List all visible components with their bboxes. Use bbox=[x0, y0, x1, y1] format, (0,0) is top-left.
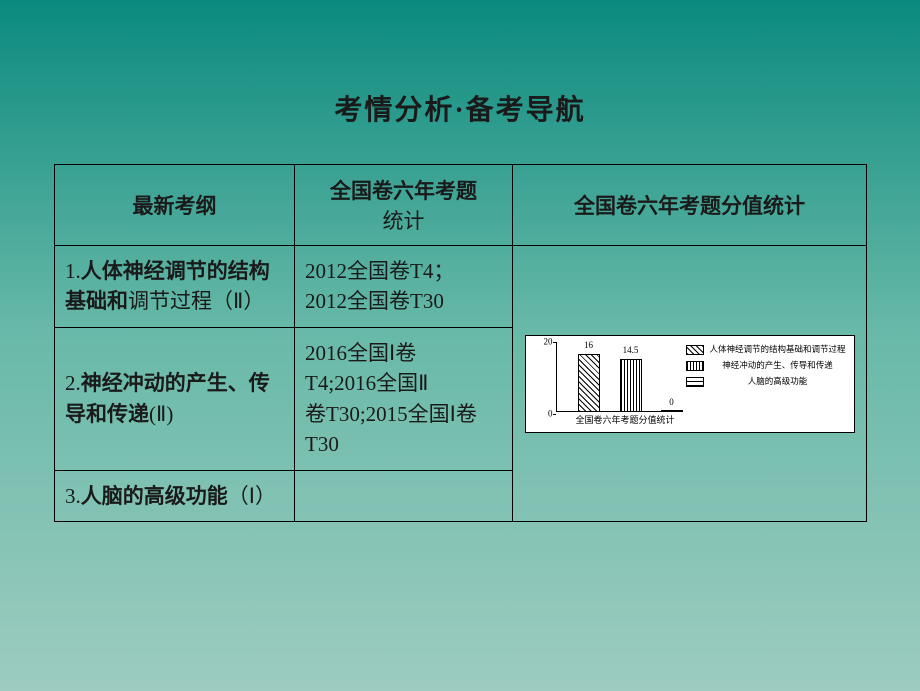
legend-swatch bbox=[686, 345, 704, 355]
chart-bar-label: 14.5 bbox=[623, 344, 639, 357]
legend-text: 人体神经调节的结构基础和调节过程 bbox=[708, 344, 848, 355]
cell-syllabus-1: 1.人体神经调节的结构基础和调节过程（Ⅱ） bbox=[55, 246, 295, 328]
header-col1: 最新考纲 bbox=[55, 165, 295, 246]
syllabus-prefix: 3. bbox=[65, 484, 81, 508]
header-col3: 全国卷六年考题分值统计 bbox=[513, 165, 867, 246]
syllabus-bold: 人脑的高级功能 bbox=[81, 484, 228, 508]
chart-bar bbox=[661, 410, 683, 412]
syllabus-prefix: 2. bbox=[65, 371, 81, 395]
syllabus-rest: （Ⅰ） bbox=[228, 484, 276, 508]
ytick-label: 0 bbox=[539, 407, 553, 420]
cell-stats-1: 2012全国卷T4； 2012全国卷T30 bbox=[295, 246, 513, 328]
chart-bar bbox=[578, 354, 600, 412]
legend-text: 神经冲动的产生、传导和传递 bbox=[708, 360, 848, 371]
stats-line: 2012全国卷T4； bbox=[305, 259, 454, 283]
cell-chart: 0 20 16 14.5 0 全国卷六年考题分值统计 bbox=[513, 246, 867, 522]
ytick-mark bbox=[553, 342, 556, 343]
syllabus-rest: (Ⅱ) bbox=[149, 402, 173, 426]
legend-swatch bbox=[686, 377, 704, 387]
stats-line: 卷T30;2015全国Ⅰ卷T30 bbox=[305, 402, 477, 456]
cell-stats-2: 2016全国Ⅰ卷 T4;2016全国Ⅱ 卷T30;2015全国Ⅰ卷T30 bbox=[295, 327, 513, 470]
table-row: 1.人体神经调节的结构基础和调节过程（Ⅱ） 2012全国卷T4； 2012全国卷… bbox=[55, 246, 867, 328]
chart-y-axis bbox=[556, 342, 557, 412]
header-col2: 全国卷六年考题 统计 bbox=[295, 165, 513, 246]
syllabus-table-wrap: 最新考纲 全国卷六年考题 统计 全国卷六年考题分值统计 1.人体神经调节的结构基… bbox=[54, 164, 866, 522]
header-col2-line2: 统计 bbox=[383, 209, 425, 233]
cell-syllabus-2: 2.神经冲动的产生、传导和传递(Ⅱ) bbox=[55, 327, 295, 470]
page-title: 考情分析·备考导航 bbox=[0, 88, 920, 128]
stats-line: T4;2016全国Ⅱ bbox=[305, 371, 429, 395]
score-bar-chart: 0 20 16 14.5 0 全国卷六年考题分值统计 bbox=[525, 335, 855, 433]
cell-syllabus-3: 3.人脑的高级功能（Ⅰ） bbox=[55, 470, 295, 521]
table-header-row: 最新考纲 全国卷六年考题 统计 全国卷六年考题分值统计 bbox=[55, 165, 867, 246]
legend-text: 人脑的高级功能 bbox=[708, 376, 848, 387]
ytick-label: 20 bbox=[539, 335, 553, 348]
legend-row: 人体神经调节的结构基础和调节过程 bbox=[686, 344, 848, 355]
stats-line: 2012全国卷T30 bbox=[305, 289, 444, 313]
legend-row: 人脑的高级功能 bbox=[686, 376, 848, 387]
stats-line: 2016全国Ⅰ卷 bbox=[305, 341, 416, 365]
syllabus-prefix: 1. bbox=[65, 259, 81, 283]
legend-row: 神经冲动的产生、传导和传递 bbox=[686, 360, 848, 371]
syllabus-rest: 调节过程（Ⅱ） bbox=[128, 289, 264, 313]
chart-bar bbox=[620, 359, 642, 411]
header-col2-line1: 全国卷六年考题 bbox=[330, 179, 477, 203]
chart-legend: 人体神经调节的结构基础和调节过程 神经冲动的产生、传导和传递 人脑的高级功能 bbox=[686, 344, 848, 392]
cell-stats-3 bbox=[295, 470, 513, 521]
chart-bar-label: 0 bbox=[669, 396, 674, 409]
chart-x-caption: 全国卷六年考题分值统计 bbox=[576, 414, 675, 427]
ytick-mark bbox=[553, 414, 556, 415]
chart-bar-label: 16 bbox=[584, 339, 593, 352]
syllabus-table: 最新考纲 全国卷六年考题 统计 全国卷六年考题分值统计 1.人体神经调节的结构基… bbox=[54, 164, 867, 522]
legend-swatch bbox=[686, 361, 704, 371]
